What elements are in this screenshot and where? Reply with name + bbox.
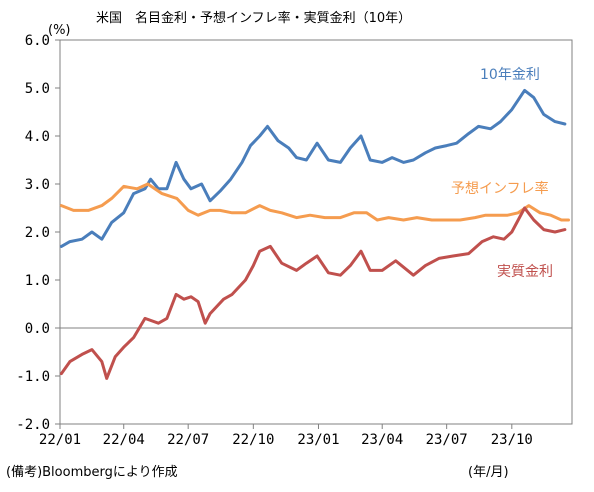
x-tick-label: 23/04 [361, 432, 403, 448]
y-unit-label: (%) [48, 23, 71, 38]
chart-title: 米国 名目金利・予想インフレ率・実質金利（10年） [96, 10, 411, 26]
x-tick-label: 22/10 [232, 432, 274, 448]
y-tick-label: 6.0 [25, 33, 50, 49]
y-tick-label: 3.0 [25, 177, 50, 193]
x-tick-label: 22/07 [167, 432, 209, 448]
series-line-inflation [59, 182, 570, 222]
y-tick-label: 5.0 [25, 81, 50, 97]
series-layer [59, 88, 570, 380]
y-tick-label: 1.0 [25, 273, 50, 289]
x-tick-label: 22/01 [39, 432, 81, 448]
y-tick-label: 4.0 [25, 129, 50, 145]
y-tick-label: 2.0 [25, 225, 50, 241]
x-unit-label: (年/月) [468, 465, 509, 480]
source-note: (備考)Bloombergにより作成 [6, 464, 178, 480]
y-tick-label: 0.0 [25, 321, 50, 337]
series-line-real [59, 206, 567, 380]
series-label-10y: 10年金利 [480, 67, 540, 83]
x-axis: 22/01 22/04 22/07 22/10 23/01 23/04 23/07 23/10 [39, 424, 533, 448]
y-axis: 6.0 5.0 4.0 3.0 2.0 1.0 0.0 -1.0 -2.0 [16, 33, 60, 433]
series-label-real: 実質金利 [497, 264, 553, 280]
series-label-inflation: 予想インフレ率 [451, 180, 549, 197]
x-tick-label: 23/10 [491, 432, 533, 448]
plot-area [59, 39, 573, 425]
x-tick-label: 22/04 [103, 432, 145, 448]
y-tick-label: -2.0 [16, 417, 50, 433]
x-tick-label: 23/01 [297, 432, 339, 448]
x-tick-label: 23/07 [426, 432, 468, 448]
y-tick-label: -1.0 [16, 369, 50, 385]
